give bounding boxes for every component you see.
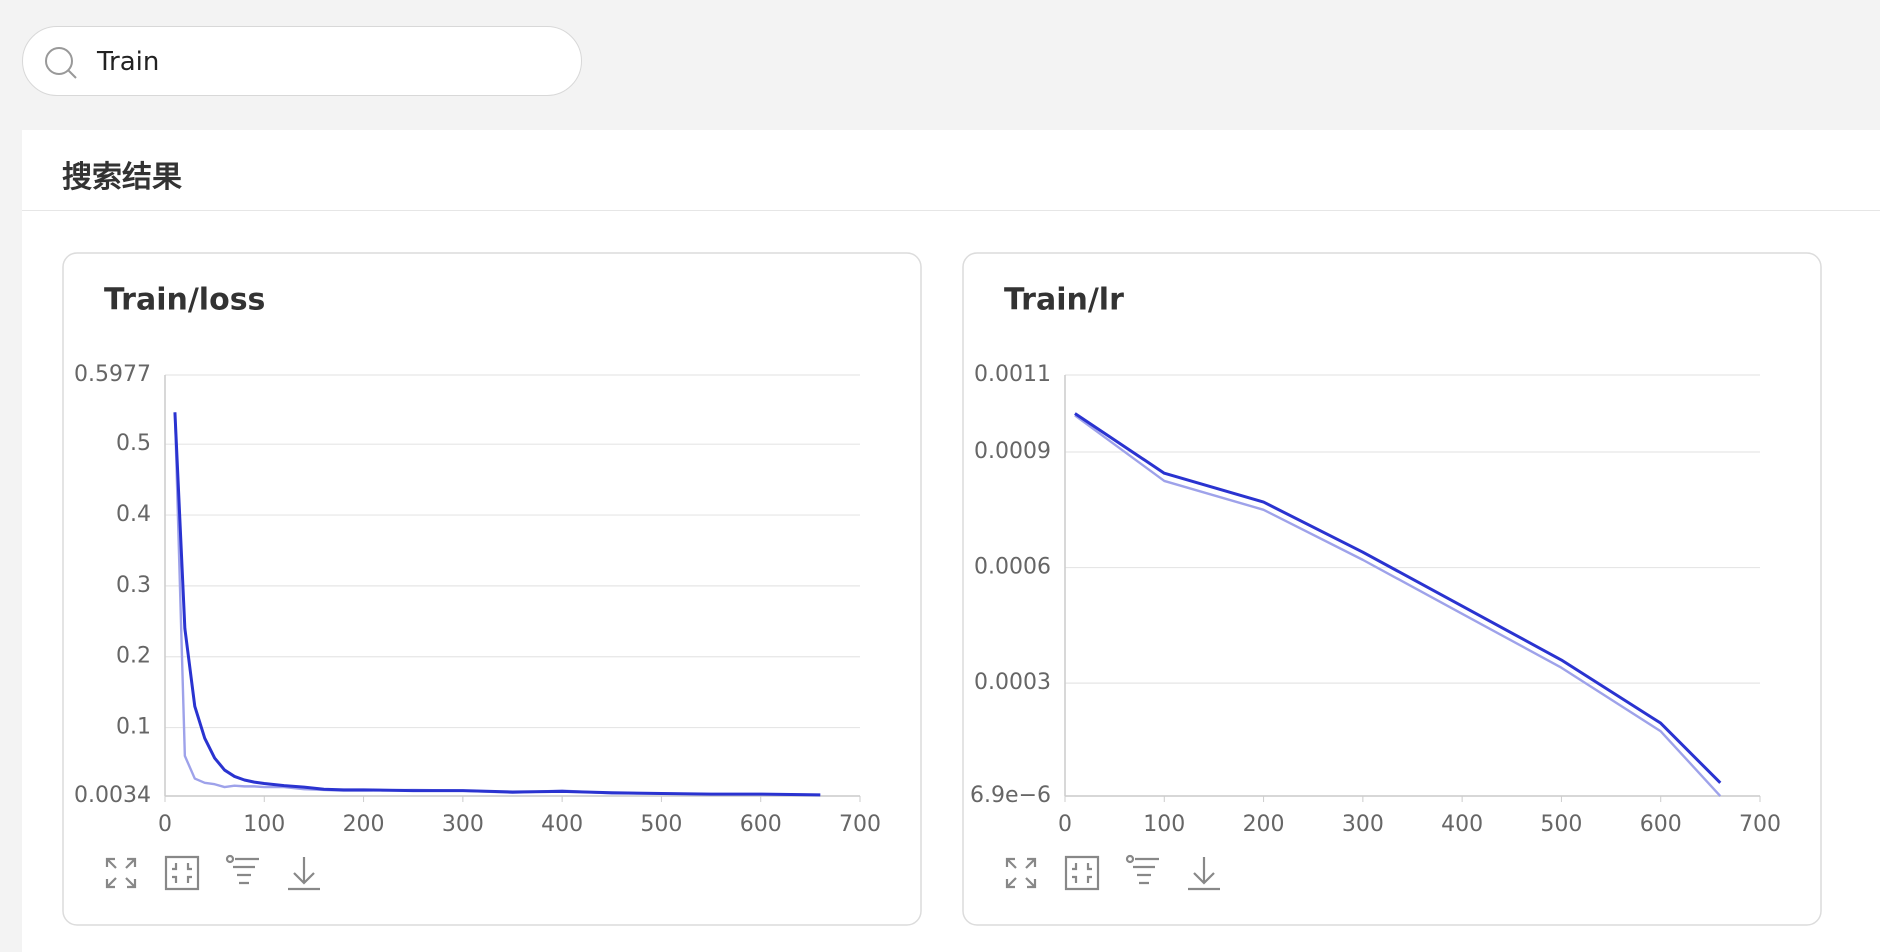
- y-tick-label: 0.0009: [974, 439, 1051, 464]
- chart-card: [62, 252, 922, 926]
- y-tick-label: 6.9e−6: [970, 783, 1051, 808]
- icon-glyph: [164, 855, 200, 891]
- toolbar-icon[interactable]: [164, 855, 200, 891]
- toolbar-icon[interactable]: [225, 854, 259, 885]
- y-tick-label: 0.2: [116, 644, 151, 669]
- divider: [22, 210, 1880, 211]
- x-tick-label: 100: [243, 812, 285, 837]
- data-line: [1074, 412, 1722, 784]
- chart-card: [962, 252, 1822, 926]
- x-tick-label: 500: [1540, 812, 1582, 837]
- data-line: [1074, 414, 1722, 797]
- icon-glyph: [1188, 857, 1220, 891]
- search-box[interactable]: Train: [22, 26, 582, 96]
- x-tick-label: 300: [1342, 812, 1384, 837]
- x-tick-label: 700: [839, 812, 881, 837]
- y-tick-label: 0.4: [116, 502, 151, 527]
- x-tick-label: 400: [541, 812, 583, 837]
- icon-glyph: [1064, 855, 1100, 891]
- search-query[interactable]: Train: [97, 47, 160, 77]
- chart-title: Train/loss: [104, 283, 265, 318]
- icon-glyph: [105, 857, 137, 889]
- y-tick-label: 0.3: [116, 573, 151, 598]
- toolbar-icon[interactable]: [1188, 857, 1220, 891]
- toolbar-icon[interactable]: [105, 857, 137, 889]
- search-icon: [45, 47, 77, 79]
- icon-glyph: [288, 857, 320, 891]
- x-tick-label: 500: [640, 812, 682, 837]
- x-tick-label: 200: [1243, 812, 1285, 837]
- y-tick-label: 0.1: [116, 715, 151, 740]
- icon-glyph: [1125, 854, 1159, 885]
- chart-title: Train/lr: [1004, 283, 1124, 318]
- section-title: 搜索结果: [62, 160, 182, 195]
- y-tick-label: 0.0003: [974, 670, 1051, 695]
- toolbar-icon[interactable]: [1064, 855, 1100, 891]
- y-tick-label: 0.0006: [974, 555, 1051, 580]
- toolbar-icon[interactable]: [288, 857, 320, 891]
- icon-glyph: [1005, 857, 1037, 889]
- y-tick-label: 0.5977: [74, 362, 151, 387]
- x-tick-label: 600: [740, 812, 782, 837]
- y-tick-label: 0.5: [116, 431, 151, 456]
- x-tick-label: 0: [1058, 812, 1072, 837]
- x-tick-label: 300: [442, 812, 484, 837]
- x-tick-label: 600: [1640, 812, 1682, 837]
- y-tick-label: 0.0034: [74, 783, 151, 808]
- data-line: [173, 412, 821, 797]
- x-tick-label: 700: [1739, 812, 1781, 837]
- x-tick-label: 200: [343, 812, 385, 837]
- x-tick-label: 100: [1143, 812, 1185, 837]
- toolbar-icon[interactable]: [1125, 854, 1159, 885]
- icon-glyph: [225, 854, 259, 885]
- toolbar-icon[interactable]: [1005, 857, 1037, 889]
- x-tick-label: 0: [158, 812, 172, 837]
- y-tick-label: 0.0011: [974, 362, 1051, 387]
- x-tick-label: 400: [1441, 812, 1483, 837]
